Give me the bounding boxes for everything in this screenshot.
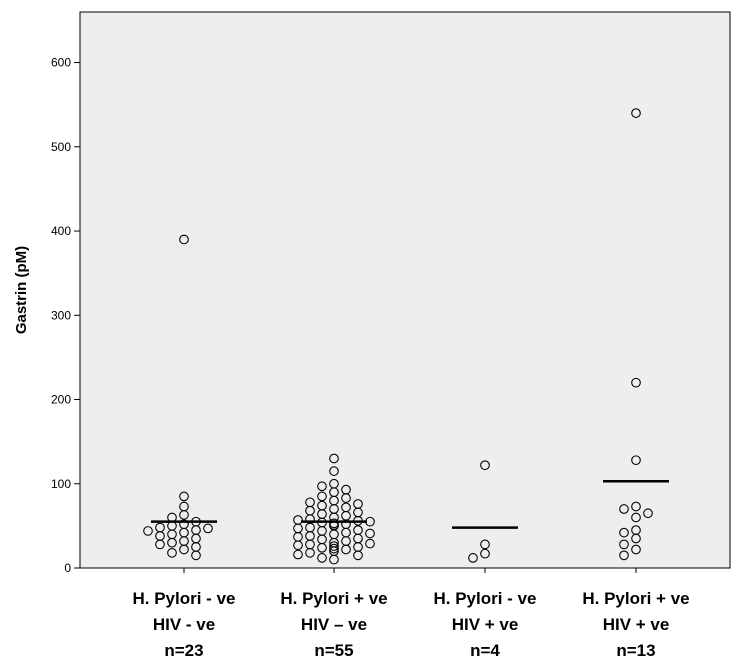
data-point: [167, 547, 177, 558]
x-category-label: HIV + ve: [452, 615, 519, 634]
x-category-label: H. Pylori - ve: [133, 589, 236, 608]
data-point: [631, 501, 641, 512]
data-point: [631, 377, 641, 388]
data-point: [203, 523, 213, 534]
data-point: [179, 510, 189, 520]
median-lines: [151, 479, 669, 529]
data-point: [191, 550, 201, 561]
data-point: [317, 481, 327, 492]
data-point: [155, 539, 165, 550]
y-tick-label: 400: [51, 224, 71, 238]
x-category-label: n=4: [470, 641, 500, 660]
data-point: [317, 553, 327, 563]
data-point: [143, 526, 153, 536]
y-axis-label: Gastrin (pM): [13, 246, 30, 334]
y-tick-label: 600: [51, 56, 71, 70]
data-point: [305, 547, 315, 558]
data-point: [179, 234, 189, 245]
data-point: [480, 539, 490, 550]
data-point: [631, 512, 641, 523]
data-point: [631, 108, 641, 118]
x-category-label: HIV – ve: [301, 615, 367, 634]
x-category-label: HIV - ve: [153, 615, 215, 634]
data-point: [329, 543, 339, 554]
y-tick-label: 300: [51, 308, 71, 322]
data-point: [329, 466, 339, 476]
x-category-label: n=13: [616, 641, 655, 660]
data-point: [631, 544, 641, 555]
data-point: [317, 491, 327, 502]
y-tick-label: 100: [51, 477, 71, 491]
data-point: [353, 550, 363, 561]
x-category-label: n=23: [164, 641, 203, 660]
data-point: [179, 544, 189, 555]
y-axis: 0 100 200 300 400 500 600: [51, 56, 80, 575]
data-point: [365, 528, 375, 539]
data-point: [480, 460, 490, 471]
x-category-label: H. Pylori + ve: [280, 589, 387, 608]
data-point: [329, 554, 339, 565]
data-point: [293, 549, 303, 560]
data-point: [631, 533, 641, 544]
data-point: [317, 542, 327, 553]
data-point: [619, 504, 629, 514]
data-point: [293, 540, 303, 551]
data-point: [643, 508, 653, 519]
x-category-label: n=55: [314, 641, 353, 660]
x-axis-labels: H. Pylori - ve HIV - ve n=23 H. Pylori + ve…: [133, 568, 690, 660]
x-category-label: H. Pylori + ve: [582, 589, 689, 608]
x-category-label: HIV + ve: [603, 615, 670, 634]
data-point: [329, 541, 339, 551]
data-point: [468, 553, 478, 563]
data-point: [341, 544, 351, 555]
data-point: [341, 493, 351, 503]
data-point: [619, 550, 629, 561]
y-tick-label: 200: [51, 393, 71, 407]
data-point: [480, 548, 490, 559]
data-point: [631, 455, 641, 466]
data-point: [619, 539, 629, 550]
data-point: [179, 491, 189, 502]
data-point: [329, 453, 339, 464]
y-tick-label: 500: [51, 140, 71, 154]
data-point: [167, 537, 177, 548]
x-category-label: H. Pylori - ve: [434, 589, 537, 608]
y-tick-label: 0: [64, 561, 71, 575]
data-point: [365, 538, 375, 549]
plot-area: [79, 11, 731, 569]
data-point: [619, 527, 629, 538]
